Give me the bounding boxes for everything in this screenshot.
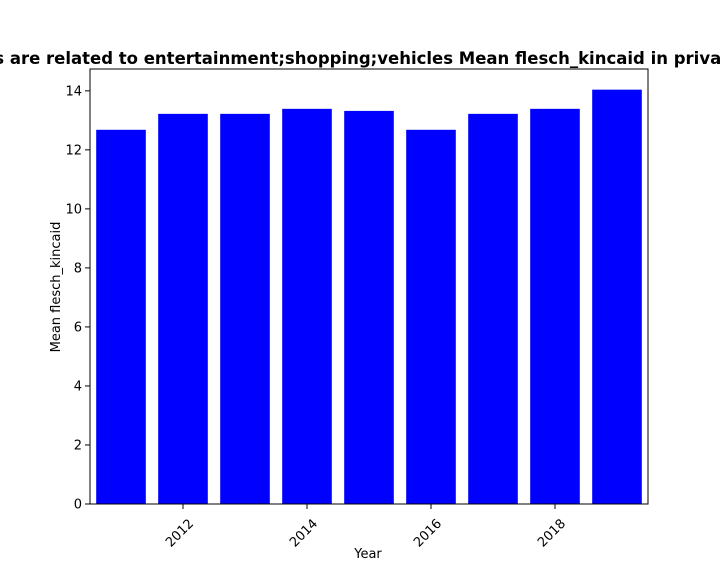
y-tick-label: 8 <box>74 261 82 276</box>
bar-2014 <box>282 108 332 504</box>
bar-2018 <box>530 108 580 504</box>
bar-2015 <box>344 110 394 505</box>
y-axis: 0 2 4 6 8 10 12 14 <box>65 84 90 513</box>
y-tick-label: 4 <box>74 379 82 394</box>
x-axis-label: Year <box>353 547 382 562</box>
y-tick-label: 6 <box>74 320 82 335</box>
y-tick-label: 2 <box>74 438 82 453</box>
bar-2013 <box>220 113 270 504</box>
y-tick-label: 12 <box>65 143 82 158</box>
plot-frame <box>89 68 649 505</box>
bar-2012 <box>158 113 208 504</box>
bar-2017 <box>468 113 518 504</box>
y-tick-label: 10 <box>65 202 82 217</box>
bar-2019 <box>592 89 642 504</box>
bars-group <box>96 89 642 505</box>
bar-2016 <box>406 129 456 504</box>
y-tick-label: 0 <box>74 498 82 513</box>
y-tick-label: 14 <box>65 84 82 99</box>
bar-2011 <box>96 129 146 504</box>
y-axis-label: Mean flesch_kincaid <box>49 222 64 353</box>
chart-title: s are related to entertainment;shopping;… <box>0 49 720 68</box>
